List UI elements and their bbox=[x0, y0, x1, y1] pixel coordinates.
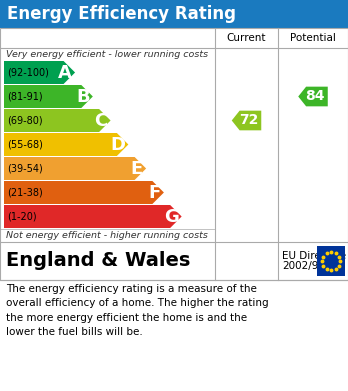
Text: G: G bbox=[164, 208, 179, 226]
Polygon shape bbox=[298, 87, 328, 106]
Text: (39-54): (39-54) bbox=[7, 163, 43, 174]
Text: B: B bbox=[76, 88, 90, 106]
Polygon shape bbox=[4, 205, 182, 228]
Text: D: D bbox=[110, 136, 125, 154]
Polygon shape bbox=[232, 111, 261, 130]
Polygon shape bbox=[4, 133, 128, 156]
Text: Potential: Potential bbox=[290, 33, 336, 43]
Text: 2002/91/EC: 2002/91/EC bbox=[282, 261, 342, 271]
Text: A: A bbox=[58, 63, 72, 81]
Text: (69-80): (69-80) bbox=[7, 115, 42, 126]
Text: 72: 72 bbox=[239, 113, 258, 127]
Polygon shape bbox=[4, 181, 164, 204]
Polygon shape bbox=[4, 61, 75, 84]
Polygon shape bbox=[4, 157, 146, 180]
Text: England & Wales: England & Wales bbox=[6, 251, 190, 271]
Text: (55-68): (55-68) bbox=[7, 140, 43, 149]
Bar bbox=[0, 28, 348, 280]
Polygon shape bbox=[4, 109, 111, 132]
Text: (21-38): (21-38) bbox=[7, 188, 43, 197]
Text: E: E bbox=[131, 160, 143, 178]
Text: The energy efficiency rating is a measure of the
overall efficiency of a home. T: The energy efficiency rating is a measur… bbox=[6, 284, 269, 337]
Polygon shape bbox=[4, 85, 93, 108]
Text: EU Directive: EU Directive bbox=[282, 251, 346, 261]
Bar bbox=[0, 0, 348, 28]
Text: Very energy efficient - lower running costs: Very energy efficient - lower running co… bbox=[6, 50, 208, 59]
Text: C: C bbox=[94, 111, 108, 129]
Text: Energy Efficiency Rating: Energy Efficiency Rating bbox=[7, 5, 236, 23]
Text: Not energy efficient - higher running costs: Not energy efficient - higher running co… bbox=[6, 231, 208, 240]
Text: (81-91): (81-91) bbox=[7, 91, 42, 102]
Text: F: F bbox=[149, 183, 161, 201]
Bar bbox=[317, 246, 345, 276]
Text: (1-20): (1-20) bbox=[7, 212, 37, 221]
Text: (92-100): (92-100) bbox=[7, 68, 49, 77]
Text: 84: 84 bbox=[305, 90, 325, 104]
Text: Current: Current bbox=[227, 33, 266, 43]
